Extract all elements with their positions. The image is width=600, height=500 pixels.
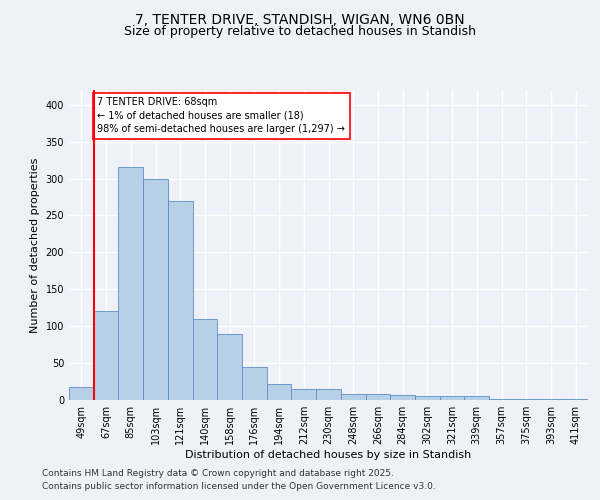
Text: Size of property relative to detached houses in Standish: Size of property relative to detached ho…: [124, 25, 476, 38]
Bar: [464, 396, 489, 400]
Bar: [193, 319, 217, 400]
Bar: [168, 200, 193, 400]
Bar: [440, 396, 464, 400]
X-axis label: Distribution of detached houses by size in Standish: Distribution of detached houses by size …: [185, 450, 472, 460]
Bar: [390, 395, 415, 400]
Bar: [539, 398, 563, 400]
Bar: [267, 384, 292, 400]
Bar: [514, 398, 539, 400]
Bar: [292, 389, 316, 400]
Text: Contains public sector information licensed under the Open Government Licence v3: Contains public sector information licen…: [42, 482, 436, 491]
Text: 7, TENTER DRIVE, STANDISH, WIGAN, WN6 0BN: 7, TENTER DRIVE, STANDISH, WIGAN, WN6 0B…: [135, 12, 465, 26]
Bar: [118, 168, 143, 400]
Y-axis label: Number of detached properties: Number of detached properties: [30, 158, 40, 332]
Bar: [143, 178, 168, 400]
Bar: [489, 398, 514, 400]
Bar: [69, 386, 94, 400]
Bar: [242, 367, 267, 400]
Text: Contains HM Land Registry data © Crown copyright and database right 2025.: Contains HM Land Registry data © Crown c…: [42, 468, 394, 477]
Bar: [415, 396, 440, 400]
Bar: [365, 394, 390, 400]
Bar: [94, 312, 118, 400]
Text: 7 TENTER DRIVE: 68sqm
← 1% of detached houses are smaller (18)
98% of semi-detac: 7 TENTER DRIVE: 68sqm ← 1% of detached h…: [97, 98, 345, 134]
Bar: [217, 334, 242, 400]
Bar: [316, 389, 341, 400]
Bar: [341, 394, 365, 400]
